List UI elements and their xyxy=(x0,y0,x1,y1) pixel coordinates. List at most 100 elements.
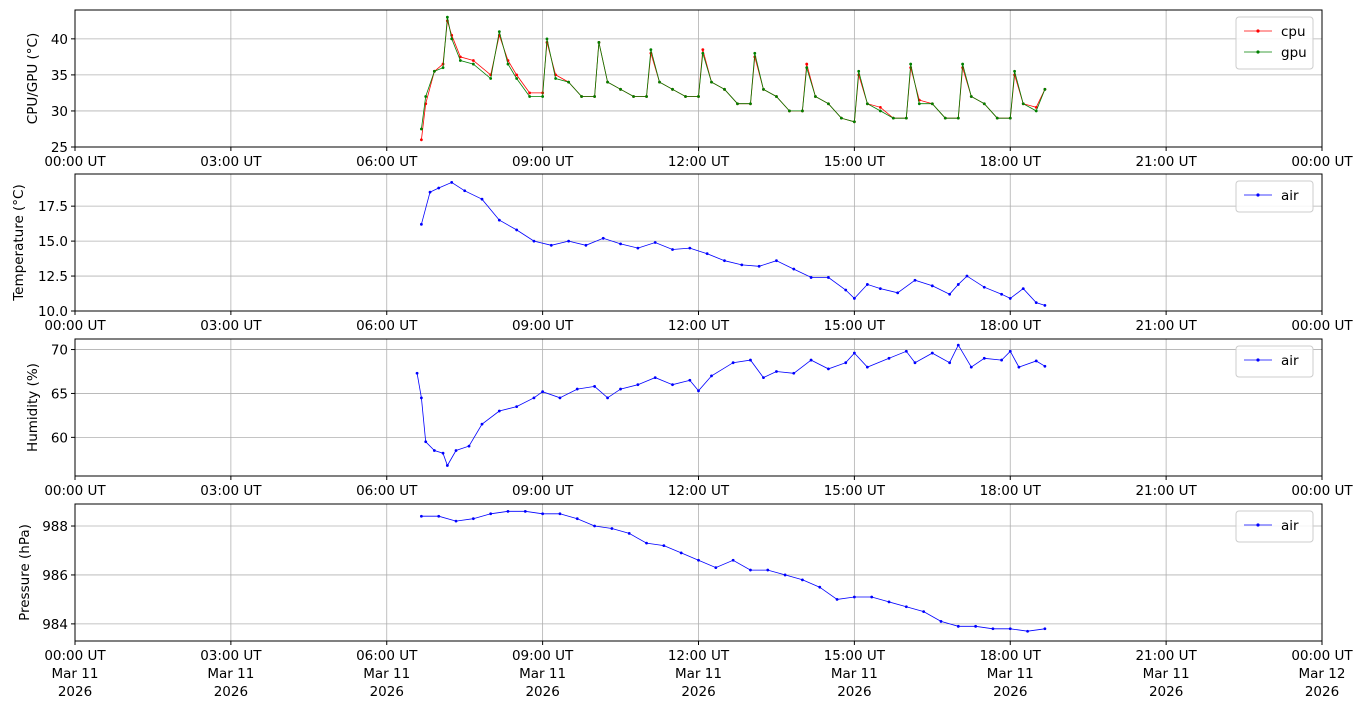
data-point-air xyxy=(809,276,813,279)
x-tick-label: 12:00 UT xyxy=(668,483,730,499)
x-tick-year-label: 2026 xyxy=(525,684,559,700)
data-point-air xyxy=(887,356,891,360)
data-point-air xyxy=(922,610,926,614)
data-point-gpu xyxy=(593,95,596,98)
data-point-gpu xyxy=(857,69,861,73)
data-point-air xyxy=(705,252,709,256)
data-point-gpu xyxy=(865,102,869,106)
x-tick-label: 18:00 UT xyxy=(980,318,1042,334)
data-point-air xyxy=(904,605,908,609)
x-tick-label: 18:00 UT xyxy=(980,648,1042,664)
legend-label-cpu: cpu xyxy=(1281,24,1306,40)
data-point-air xyxy=(437,186,441,190)
data-point-air xyxy=(757,264,761,268)
data-point-air xyxy=(645,541,648,545)
panel-1: 25 30 35 40 CPU/GPU (°C) 00:00 UT 03:00 UT 06:0… xyxy=(25,9,1353,170)
data-point-air xyxy=(515,228,519,232)
data-point-gpu xyxy=(917,102,921,106)
data-point-air xyxy=(454,449,458,452)
x-tick-date-label: Mar 11 xyxy=(207,666,254,682)
data-point-air xyxy=(948,361,952,365)
data-point-air xyxy=(497,218,501,222)
data-point-air xyxy=(454,519,458,523)
x-tick-label: 21:00 UT xyxy=(1135,318,1197,334)
x-tick-year-label: 2026 xyxy=(214,684,248,700)
data-point-gpu xyxy=(852,120,856,124)
data-point-air xyxy=(549,243,553,247)
x-tick-date-label: Mar 11 xyxy=(675,666,722,682)
data-point-gpu xyxy=(775,95,778,98)
x-tick-year-label: 2026 xyxy=(58,684,92,700)
data-point-gpu xyxy=(619,87,622,91)
data-point-gpu xyxy=(995,116,999,120)
x-tick-label: 12:00 UT xyxy=(668,154,730,170)
data-point-gpu xyxy=(826,102,830,106)
data-point-air xyxy=(1043,364,1047,368)
data-point-gpu xyxy=(567,80,571,84)
data-point-cpu xyxy=(805,62,809,66)
data-point-gpu xyxy=(1021,102,1025,106)
x-tick-year-label: 2026 xyxy=(370,684,404,700)
x-tick-year-label: 2026 xyxy=(1305,684,1339,700)
data-point-air xyxy=(558,396,562,400)
x-tick-label: 03:00 UT xyxy=(200,648,262,664)
data-point-air xyxy=(463,189,467,193)
x-tick-label: 00:00 UT xyxy=(1291,648,1353,664)
x-tick-label: 18:00 UT xyxy=(980,483,1042,499)
data-point-air xyxy=(601,236,605,240)
legend: air xyxy=(1235,345,1314,378)
data-point-air xyxy=(714,566,718,570)
data-point-air xyxy=(723,259,726,263)
data-point-air xyxy=(965,274,969,278)
data-point-gpu xyxy=(753,51,757,55)
data-point-air xyxy=(826,276,830,279)
data-point-gpu xyxy=(450,37,454,41)
data-point-air xyxy=(515,405,519,409)
y-tick-label: 17.5 xyxy=(38,199,68,215)
x-tick-label: 15:00 UT xyxy=(824,648,886,664)
data-point-cpu xyxy=(701,48,705,52)
data-point-cpu xyxy=(471,59,475,62)
data-point-air xyxy=(792,267,796,271)
data-point-gpu xyxy=(969,95,973,98)
data-point-gpu xyxy=(723,87,726,91)
data-point-air xyxy=(801,578,804,582)
data-point-gpu xyxy=(697,95,700,98)
data-point-cpu xyxy=(419,138,423,142)
data-point-air xyxy=(419,514,423,518)
x-tick-label: 09:00 UT xyxy=(512,318,574,334)
legend-label-air: air xyxy=(1281,518,1299,534)
data-point-air xyxy=(731,558,735,562)
x-tick-label: 06:00 UT xyxy=(356,483,418,499)
data-point-air xyxy=(930,351,934,355)
data-point-air xyxy=(766,568,770,572)
data-point-air xyxy=(671,248,674,251)
data-point-gpu xyxy=(658,80,661,84)
data-point-gpu xyxy=(930,102,934,106)
x-tick-label: 06:00 UT xyxy=(356,318,418,334)
data-point-air xyxy=(424,440,428,444)
legend-box xyxy=(1235,345,1314,378)
data-point-air xyxy=(835,598,839,601)
x-tick-date-label: Mar 12 xyxy=(1299,666,1346,682)
data-point-air xyxy=(1000,292,1003,296)
data-point-air xyxy=(749,358,752,362)
data-point-gpu xyxy=(1008,116,1012,120)
data-point-air xyxy=(653,241,657,244)
data-point-air xyxy=(506,509,510,513)
x-tick-label: 06:00 UT xyxy=(356,648,418,664)
data-point-cpu xyxy=(528,91,532,95)
data-point-air xyxy=(1034,301,1038,305)
data-point-air xyxy=(1017,365,1021,369)
data-point-air xyxy=(852,351,856,355)
data-point-air xyxy=(679,551,683,555)
data-point-gpu xyxy=(554,77,558,80)
y-axis-label: CPU/GPU (°C) xyxy=(25,33,41,124)
data-point-air xyxy=(567,239,571,243)
data-point-air xyxy=(731,361,735,365)
legend-marker-cpu xyxy=(1256,29,1260,33)
data-point-air xyxy=(497,409,501,413)
data-point-air xyxy=(619,242,622,246)
y-tick-label: 35 xyxy=(51,68,68,84)
